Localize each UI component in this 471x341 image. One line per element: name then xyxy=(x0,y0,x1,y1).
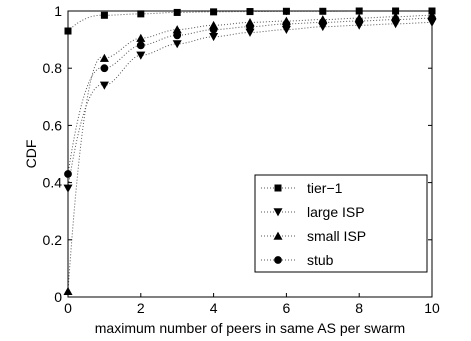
y-tick-label: 0.8 xyxy=(43,60,63,76)
y-tick-label: 0.2 xyxy=(43,232,63,248)
y-tick-label: 1 xyxy=(54,3,62,19)
x-tick-label: 8 xyxy=(355,300,363,316)
x-tick-label: 2 xyxy=(137,300,145,316)
legend-marker xyxy=(273,231,283,240)
legend-marker xyxy=(273,208,283,217)
data-point xyxy=(173,8,181,16)
legend-box xyxy=(254,174,428,273)
y-tick-label: 0.4 xyxy=(43,175,63,191)
x-tick-label: 4 xyxy=(210,300,218,316)
y-tick-label: 0.6 xyxy=(43,117,63,133)
series-line xyxy=(67,14,433,292)
legend-marker xyxy=(274,256,282,264)
legend-label: large ISP xyxy=(307,204,365,220)
data-point xyxy=(209,25,218,34)
legend-label: tier−1 xyxy=(307,180,343,196)
data-point xyxy=(136,51,146,60)
legend-entry: stub xyxy=(261,252,334,268)
y-axis-label: CDF xyxy=(23,140,39,169)
series-3 xyxy=(64,14,436,178)
plot-frame xyxy=(67,10,433,298)
data-point xyxy=(391,15,400,24)
legend-label: small ISP xyxy=(307,228,366,244)
data-point xyxy=(100,64,109,73)
data-point xyxy=(173,31,182,40)
series-line xyxy=(67,21,433,189)
series-line xyxy=(67,17,433,175)
data-point xyxy=(99,53,109,62)
data-point xyxy=(246,8,254,16)
data-point xyxy=(99,81,109,90)
data-point xyxy=(246,22,254,31)
x-tick-label: 0 xyxy=(64,300,72,316)
data-point xyxy=(355,17,364,25)
data-point xyxy=(136,41,145,50)
legend-marker xyxy=(274,184,282,192)
ticks-layer: 0 2 4 6 8 10 0 0.2 0.4 0.6 0.8 1 xyxy=(43,3,440,316)
legend-entry: large ISP xyxy=(261,204,365,220)
y-tick-label: 0 xyxy=(54,289,62,305)
x-axis-label: maximum number of peers in same AS per s… xyxy=(95,320,405,336)
data-point xyxy=(209,33,219,42)
legend-entry: small ISP xyxy=(261,228,366,244)
data-point xyxy=(172,40,182,49)
legend: tier−1 large ISP small ISP stub xyxy=(254,174,428,273)
data-point xyxy=(318,18,327,27)
series-1 xyxy=(63,18,437,193)
data-point xyxy=(136,33,146,42)
legend-label: stub xyxy=(307,252,334,268)
legend-entry: tier−1 xyxy=(261,180,343,196)
data-point xyxy=(100,11,108,19)
data-point xyxy=(282,19,291,28)
x-tick-label: 6 xyxy=(283,300,291,316)
x-tick-label: 10 xyxy=(424,300,440,316)
